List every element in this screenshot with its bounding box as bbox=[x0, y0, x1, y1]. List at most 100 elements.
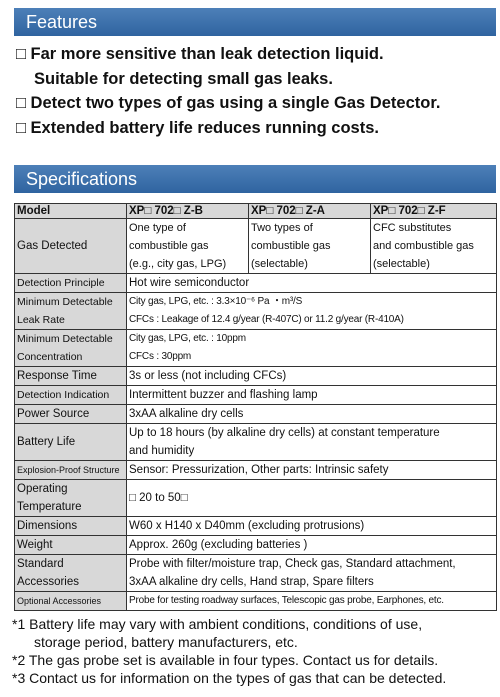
value-line: (e.g., city gas, LPG) bbox=[129, 258, 227, 270]
spec-value: Sensor: Pressurization, Other parts: Int… bbox=[126, 460, 497, 480]
spec-row: Model XP□ 702□ Z-B XP□ 702□ Z-A XP□ 702□ Z-… bbox=[14, 203, 497, 219]
spec-label: Explosion-Proof Structure bbox=[14, 460, 127, 480]
label-line: Model bbox=[17, 205, 51, 217]
value-line: One type of bbox=[129, 222, 186, 234]
value-line: W60 x H140 x D40mm (excluding protrusion… bbox=[129, 520, 365, 532]
footnotes: *1 Battery life may vary with ambient co… bbox=[12, 615, 446, 687]
spec-row: Explosion-Proof Structure Sensor: Pressur… bbox=[14, 460, 497, 480]
feature-line: Suitable for detecting small gas leaks. bbox=[34, 69, 333, 88]
feature-line: □ Detect two types of gas using a single… bbox=[16, 94, 441, 112]
value-line: 3xAA alkaline dry cells bbox=[129, 408, 244, 420]
label-line: Minimum Detectable bbox=[17, 333, 113, 345]
value-line: XP□ 702□ Z-F bbox=[373, 205, 446, 217]
value-line: Approx. 260g (excluding batteries ) bbox=[129, 539, 308, 551]
value-line: Intermittent buzzer and flashing lamp bbox=[129, 389, 318, 401]
spec-value: Intermittent buzzer and flashing lamp bbox=[126, 385, 497, 405]
spec-row: Operating Temperature □ 20 to 50□ bbox=[14, 479, 497, 517]
label-line: Optional Accessories bbox=[17, 596, 102, 606]
spec-label: Minimum Detectable Concentration bbox=[14, 329, 127, 367]
specs-header: Specifications bbox=[14, 165, 496, 193]
spec-row: Optional Accessories Probe for testing ro… bbox=[14, 591, 497, 611]
spec-label: Dimensions bbox=[14, 516, 127, 536]
value-line: and combustible gas bbox=[373, 240, 474, 252]
footnote-line: storage period, battery manufacturers, e… bbox=[34, 634, 298, 650]
value-line: CFCs : Leakage of 12.4 g/year (R-407C) o… bbox=[129, 314, 404, 325]
value-line: Probe for testing roadway surfaces, Tele… bbox=[129, 595, 444, 606]
value-line: (selectable) bbox=[373, 258, 430, 270]
spec-value: □ 20 to 50□ bbox=[126, 479, 497, 517]
spec-label: Standard Accessories bbox=[14, 554, 127, 592]
spec-table: Model XP□ 702□ Z-B XP□ 702□ Z-A XP□ 702□ Z-… bbox=[14, 203, 497, 611]
spec-label: Weight bbox=[14, 535, 127, 555]
spec-label: Optional Accessories bbox=[14, 591, 127, 611]
spec-label: Detection Indication bbox=[14, 385, 127, 405]
footnote-line: *3 Contact us for information on the typ… bbox=[12, 670, 447, 686]
spec-row: Minimum Detectable Concentration City gas,… bbox=[14, 329, 497, 367]
spec-row: Minimum Detectable Leak Rate City gas, LPG… bbox=[14, 292, 497, 330]
value-line: combustible gas bbox=[251, 240, 331, 252]
spec-value: One type of combustible gas (e.g., city ga… bbox=[126, 218, 249, 274]
spec-value: City gas, LPG, etc. : 10ppm CFCs : 30ppm bbox=[126, 329, 497, 367]
spec-row: Battery Life Up to 18 hours (by alkaline … bbox=[14, 423, 497, 461]
value-line: CFC substitutes bbox=[373, 222, 452, 234]
spec-value: W60 x H140 x D40mm (excluding protrusion… bbox=[126, 516, 497, 536]
label-line: Response Time bbox=[17, 370, 97, 382]
label-line: Concentration bbox=[17, 351, 83, 363]
spec-value: Probe with filter/moisture trap, Check g… bbox=[126, 554, 497, 592]
spec-value: City gas, LPG, etc. : 3.3×10⁻⁶ Pa ・m³/S C… bbox=[126, 292, 497, 330]
spec-row: Gas Detected One type of combustible gas (e… bbox=[14, 218, 497, 274]
footnote-line: *2 The gas probe set is available in fou… bbox=[12, 652, 439, 668]
label-line: Minimum Detectable bbox=[17, 296, 113, 308]
value-line: Probe with filter/moisture trap, Check g… bbox=[129, 558, 456, 570]
value-line: (selectable) bbox=[251, 258, 308, 270]
spec-label: Detection Principle bbox=[14, 273, 127, 293]
feature-line: □ Far more sensitive than leak detection… bbox=[16, 45, 384, 63]
spec-label: Model bbox=[14, 203, 127, 219]
spec-value: 3s or less (not including CFCs) bbox=[126, 366, 497, 386]
value-line: Sensor: Pressurization, Other parts: Int… bbox=[129, 464, 389, 476]
feature-line: □ Extended battery life reduces running … bbox=[16, 118, 379, 137]
value-line: and humidity bbox=[129, 445, 195, 457]
value-line: □ 20 to 50□ bbox=[129, 492, 188, 504]
value-line: 3s or less (not including CFCs) bbox=[129, 370, 287, 382]
spec-row: Response Time 3s or less (not including C… bbox=[14, 366, 497, 386]
value-line: combustible gas bbox=[129, 240, 209, 252]
spec-value: Two types of combustible gas (selectable) bbox=[248, 218, 371, 274]
label-line: Standard bbox=[17, 558, 64, 570]
spec-value: XP□ 702□ Z-B bbox=[126, 203, 249, 219]
label-line: Detection Principle bbox=[17, 277, 105, 289]
spec-row: Power Source 3xAA alkaline dry cells bbox=[14, 404, 497, 424]
features-list: □ Far more sensitive than leak detection… bbox=[16, 42, 440, 140]
spec-value: XP□ 702□ Z-A bbox=[248, 203, 371, 219]
spec-row: Detection Principle Hot wire semiconducto… bbox=[14, 273, 497, 293]
value-line: XP□ 702□ Z-B bbox=[129, 205, 203, 217]
value-line: Hot wire semiconductor bbox=[129, 277, 250, 289]
value-line: XP□ 702□ Z-A bbox=[251, 205, 325, 217]
label-line: Battery Life bbox=[17, 436, 76, 448]
value-line: 3xAA alkaline dry cells, Hand strap, Spa… bbox=[129, 576, 374, 588]
label-line: Explosion-Proof Structure bbox=[17, 465, 120, 475]
value-line: City gas, LPG, etc. : 3.3×10⁻⁶ Pa ・m³/S bbox=[129, 296, 303, 307]
spec-value: Probe for testing roadway surfaces, Tele… bbox=[126, 591, 497, 611]
spec-value: Hot wire semiconductor bbox=[126, 273, 497, 293]
spec-value: 3xAA alkaline dry cells bbox=[126, 404, 497, 424]
features-header: Features bbox=[14, 8, 496, 36]
label-line: Dimensions bbox=[17, 520, 78, 532]
footnote-line: *1 Battery life may vary with ambient co… bbox=[12, 616, 423, 632]
spec-row: Standard Accessories Probe with filter/moi… bbox=[14, 554, 497, 592]
label-line: Detection Indication bbox=[17, 389, 110, 401]
spec-row: Detection Indication Intermittent buzzer … bbox=[14, 385, 497, 405]
label-line: Gas Detected bbox=[17, 240, 88, 252]
label-line: Temperature bbox=[17, 501, 82, 513]
label-line: Power Source bbox=[17, 408, 90, 420]
spec-value: Approx. 260g (excluding batteries ) bbox=[126, 535, 497, 555]
label-line: Weight bbox=[17, 539, 53, 551]
spec-label: Gas Detected bbox=[14, 218, 127, 274]
spec-label: Battery Life bbox=[14, 423, 127, 461]
spec-label: Response Time bbox=[14, 366, 127, 386]
spec-value: Up to 18 hours (by alkaline dry cells) a… bbox=[126, 423, 497, 461]
spec-value: XP□ 702□ Z-F bbox=[370, 203, 497, 219]
spec-label: Minimum Detectable Leak Rate bbox=[14, 292, 127, 330]
value-line: City gas, LPG, etc. : 10ppm bbox=[129, 333, 246, 344]
